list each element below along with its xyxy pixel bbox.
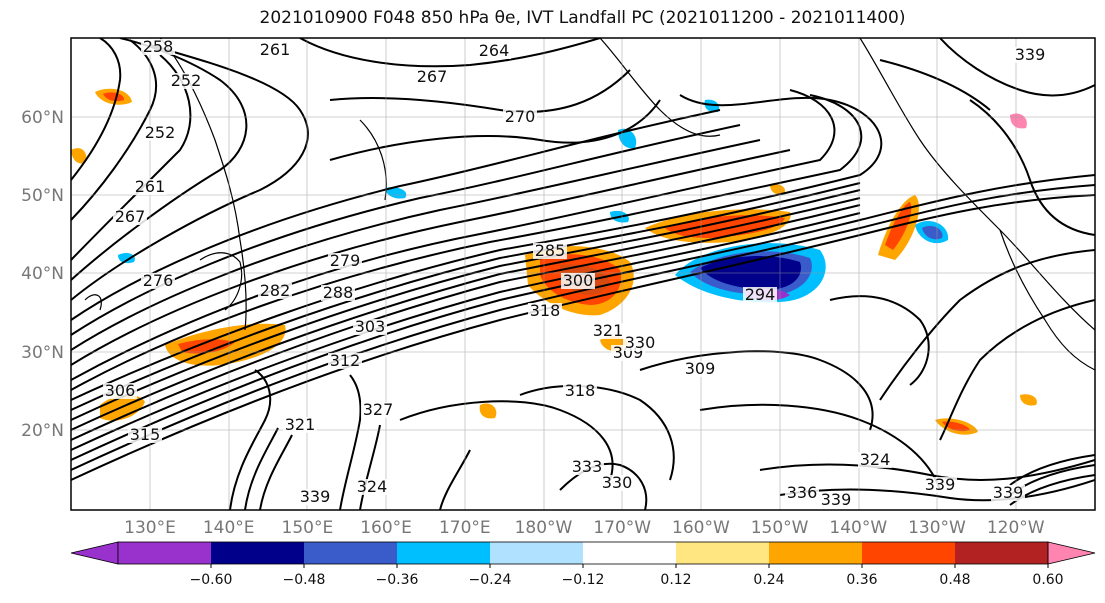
- colorbar-tick-label: 0.60: [1032, 572, 1063, 588]
- contour-label: 306: [105, 381, 136, 400]
- longitude-label: 160°E: [360, 518, 412, 538]
- contour-label: 264: [479, 41, 510, 60]
- contour-label: 261: [260, 40, 291, 59]
- contour-label: 339: [925, 475, 956, 494]
- contour-label: 318: [565, 381, 596, 400]
- colorbar-tick-label: 0.24: [753, 572, 784, 588]
- colorbar-tick-label: −0.36: [376, 572, 419, 588]
- latitude-labels: 60°N 50°N 40°N 30°N 20°N: [21, 108, 64, 441]
- colorbar-tick-label: 0.48: [939, 572, 970, 588]
- latitude-label: 50°N: [21, 186, 64, 206]
- longitude-label: 170°E: [439, 518, 491, 538]
- colorbar-bin: [397, 542, 490, 564]
- contour-label: 315: [130, 425, 161, 444]
- contour-label: 333: [572, 457, 603, 476]
- contour-label: 309: [685, 359, 716, 378]
- longitude-label: 160°W: [672, 518, 730, 538]
- contour-label: 318: [530, 301, 561, 320]
- latitude-label: 40°N: [21, 264, 64, 284]
- page-title: 2021010900 F048 850 hPa θe, IVT Landfall…: [259, 8, 906, 28]
- colorbar-arrow-right: [1047, 541, 1096, 565]
- contour-label: 336: [787, 483, 818, 502]
- latitude-label: 30°N: [21, 343, 64, 363]
- contour-label: 294: [745, 285, 776, 304]
- contour-label: 261: [135, 177, 166, 196]
- longitude-label: 140°E: [203, 518, 255, 538]
- longitude-labels: 130°E 140°E 150°E 160°E 170°E 180°W 170°W 160°W…: [124, 518, 1045, 538]
- contour-label: 252: [171, 71, 202, 90]
- contour-label: 270: [505, 107, 536, 126]
- contour-labels: 258 252 261 264 267 270 252 261 267 276 285 300 279 2…: [103, 37, 1047, 509]
- colorbar-bin: [769, 542, 862, 564]
- colorbar-arrow-left: [70, 541, 119, 565]
- contour-label: 282: [260, 281, 291, 300]
- contour-label: 339: [1015, 45, 1046, 64]
- contour-label: 330: [625, 333, 656, 352]
- contour-label: 288: [323, 283, 354, 302]
- longitude-label: 150°W: [751, 518, 809, 538]
- latitude-label: 60°N: [21, 108, 64, 128]
- contour-label: 300: [563, 271, 594, 290]
- colorbar-tick-label: 0.12: [660, 572, 691, 588]
- contour-label: 339: [300, 487, 331, 506]
- longitude-label: 150°E: [282, 518, 334, 538]
- longitude-label: 130°E: [124, 518, 176, 538]
- colorbar-tick-label: −0.24: [469, 572, 512, 588]
- contour-label: 252: [145, 123, 176, 142]
- graticule: [71, 38, 1095, 510]
- contour-label: 324: [357, 477, 388, 496]
- contour-label: 267: [417, 67, 448, 86]
- longitude-label: 120°W: [987, 518, 1045, 538]
- colorbar-bin: [118, 542, 211, 564]
- contour-label: 321: [593, 321, 624, 340]
- colorbar-tick-label: −0.12: [562, 572, 605, 588]
- longitude-label: 140°W: [829, 518, 887, 538]
- colorbar-bin: [676, 542, 769, 564]
- contour-label: 339: [993, 483, 1024, 502]
- contour-label: 276: [143, 271, 174, 290]
- longitude-label: 170°W: [593, 518, 651, 538]
- colorbar-bin: [583, 542, 676, 564]
- theta-e-contours: [71, 38, 1095, 510]
- map-frame: [70, 37, 1096, 511]
- contour-label: 258: [143, 37, 174, 56]
- latitude-label: 20°N: [21, 421, 64, 441]
- colorbar-bin: [304, 542, 397, 564]
- contour-label: 339: [821, 490, 852, 509]
- longitude-label: 180°W: [515, 518, 573, 538]
- contour-label: 279: [330, 251, 361, 270]
- colorbar-tick-label: −0.60: [190, 572, 233, 588]
- colorbar-bin: [955, 542, 1048, 564]
- colorbar-tick-label: −0.48: [283, 572, 326, 588]
- contour-label: 324: [860, 450, 891, 469]
- contour-label: 327: [363, 400, 394, 419]
- colorbar-bin: [211, 542, 304, 564]
- contour-label: 330: [602, 473, 633, 492]
- contour-label: 285: [535, 241, 566, 260]
- contour-label: 303: [355, 317, 386, 336]
- colorbar-bin: [490, 542, 583, 564]
- colorbar-tick-label: 0.36: [846, 572, 877, 588]
- contour-label: 267: [115, 207, 146, 226]
- longitude-label: 130°W: [908, 518, 966, 538]
- contour-label: 312: [330, 351, 361, 370]
- colorbar-bin: [862, 542, 955, 564]
- colorbar: −0.60 −0.48 −0.36 −0.24 −0.12 0.12 0.24 0.36 0.4…: [70, 541, 1096, 588]
- contour-label: 321: [285, 415, 316, 434]
